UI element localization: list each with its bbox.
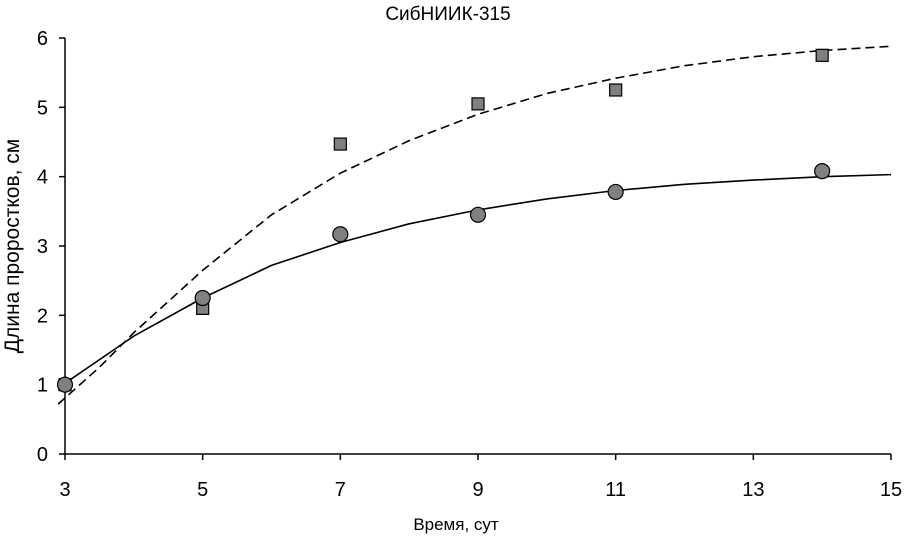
- x-tick-label: 13: [742, 479, 764, 501]
- series-2-trend-line: [64, 173, 892, 384]
- series-2-point: [56, 376, 74, 393]
- y-tick-label: 5: [37, 97, 48, 119]
- series-1-point: [333, 137, 347, 151]
- series-1-point: [815, 48, 829, 62]
- series-1-trend-line: [57, 45, 892, 405]
- x-tick-label: 5: [197, 479, 208, 501]
- y-tick-label: 4: [37, 167, 48, 189]
- series-1-point: [609, 83, 623, 97]
- series-2-point: [814, 163, 831, 180]
- series-2-point: [194, 289, 211, 307]
- x-axis-label: Время, сут: [413, 515, 499, 534]
- x-tick-label: 3: [59, 479, 70, 501]
- plot-area: 0 1 2 3 4 5 6 3 5 7 9 11 13 15: [37, 28, 902, 501]
- y-tick-label: 6: [37, 28, 48, 50]
- x-tick-label: 11: [605, 479, 626, 501]
- y-tick-label: 3: [37, 236, 48, 258]
- y-tick-label: 0: [37, 444, 48, 466]
- x-tick-label: 9: [472, 479, 483, 501]
- series-2-point: [469, 206, 487, 223]
- y-axis-label: Длина проростков, см: [1, 139, 24, 353]
- series-2-point: [332, 226, 349, 243]
- y-tick-label: 1: [37, 375, 48, 397]
- x-tick-label: 7: [335, 479, 346, 501]
- chart-title: СибНИИК-315: [385, 4, 510, 25]
- series-2-point: [607, 183, 624, 201]
- series-1-point: [471, 97, 485, 111]
- y-tick-label: 2: [37, 305, 48, 327]
- x-tick-label: 15: [880, 479, 902, 501]
